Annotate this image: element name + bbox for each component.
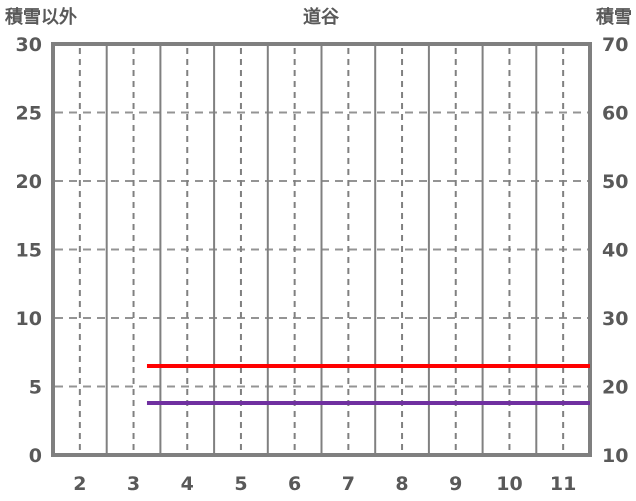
left-axis-tick-label: 5	[29, 377, 42, 399]
right-axis-tick-label: 50	[602, 171, 628, 193]
left-axis-title: 積雪以外	[5, 7, 77, 28]
left-axis-tick-label: 30	[16, 34, 42, 56]
plot-frame	[51, 42, 592, 457]
x-axis-tick-label: 11	[550, 473, 576, 495]
x-axis-tick-label: 6	[288, 473, 301, 495]
right-axis-tick-label: 60	[602, 103, 628, 125]
x-axis-tick-label: 9	[449, 473, 462, 495]
x-axis-tick-label: 8	[395, 473, 408, 495]
x-axis-tick-label: 5	[234, 473, 247, 495]
chart-title: 道谷	[303, 7, 339, 28]
x-axis-tick-label: 3	[127, 473, 140, 495]
left-axis-tick-label: 10	[16, 308, 42, 330]
x-axis-tick-label: 7	[342, 473, 355, 495]
left-axis-tick-label: 20	[16, 171, 42, 193]
x-axis-tick-label: 10	[496, 473, 522, 495]
left-axis-tick-label: 25	[16, 103, 42, 125]
right-axis-tick-label: 30	[602, 308, 628, 330]
x-axis-tick-label: 2	[73, 473, 86, 495]
x-axis-tick-label: 4	[181, 473, 194, 495]
right-axis-tick-label: 20	[602, 377, 628, 399]
right-axis-tick-label: 10	[602, 445, 628, 467]
left-axis-tick-label: 0	[29, 445, 42, 467]
right-axis-tick-label: 70	[602, 34, 628, 56]
left-axis-tick-label: 15	[16, 240, 42, 262]
right-axis-title: 積雪	[596, 7, 632, 28]
right-axis-tick-label: 40	[602, 240, 628, 262]
